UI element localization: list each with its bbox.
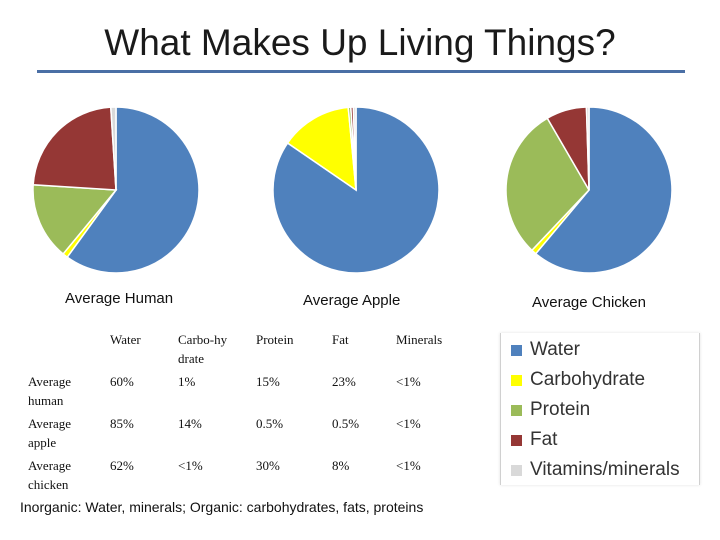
legend-swatch [511, 464, 522, 476]
legend-label: Carbohydrate [530, 369, 646, 390]
table-row: Average chicken 62% <1% 30% 8% <1% [22, 454, 498, 496]
table-cell: 8% [332, 458, 350, 473]
table-cell: 0.5% [256, 416, 284, 431]
chart-legend: Water Carbohydrate Protein Fat Vitamins/… [500, 333, 700, 485]
legend-swatch [511, 434, 522, 446]
pie-chart-human [32, 106, 200, 274]
table-cell: <1% [178, 458, 203, 473]
table-cell: 30% [256, 458, 280, 473]
slide-title: What Makes Up Living Things? [104, 22, 616, 63]
title-underline [37, 70, 685, 73]
table-cell: 85% [110, 416, 134, 431]
pie-slice-water [66, 106, 200, 274]
pie-title-apple: Average Apple [303, 292, 401, 309]
pie-slice-minerals [109, 106, 117, 191]
table-cell: 1% [178, 374, 196, 389]
table-cell: <1% [396, 374, 421, 389]
pie-title-chicken: Average Chicken [532, 294, 646, 311]
pie-slice-minerals [585, 106, 590, 191]
table-header-cell [22, 328, 104, 370]
legend-label: Fat [530, 429, 558, 450]
table-cell: 23% [332, 374, 356, 389]
legend-swatch [511, 404, 522, 416]
pie-slice-fat [32, 106, 117, 191]
pie-chart-apple [272, 106, 440, 274]
legend-label: Water [530, 339, 580, 360]
table-row-label: Average human [28, 374, 72, 408]
table-header-cell: Protein [256, 332, 294, 347]
footnote: Inorganic: Water, minerals; Organic: car… [20, 499, 424, 515]
pie-slice-minerals [352, 106, 357, 191]
table-header-cell: Minerals [396, 332, 443, 347]
table-row: Average apple 85% 14% 0.5% 0.5% <1% [22, 412, 498, 454]
pie-slice-water [534, 106, 673, 274]
table-header-carbohydrate: Carbo-hydrate [178, 332, 228, 366]
legend-item-water: Water [511, 335, 580, 365]
legend-item-carbohydrate: Carbohydrate [511, 365, 645, 395]
table-row-label: Average chicken [28, 458, 72, 492]
pie-slice-protein [505, 117, 590, 252]
legend-item-protein: Protein [511, 395, 590, 425]
table-row-label: Average apple [28, 416, 72, 450]
table-cell: <1% [396, 458, 421, 473]
legend-item-minerals: Vitamins/minerals [511, 455, 680, 485]
legend-label: Vitamins/minerals [530, 459, 680, 480]
table-header-cell: Fat [332, 332, 349, 347]
legend-swatch [511, 344, 522, 356]
legend-swatch [511, 374, 522, 386]
table-cell: 60% [110, 374, 134, 389]
table-row: Average human 60% 1% 15% 23% <1% [22, 370, 498, 412]
table-cell: 0.5% [332, 416, 360, 431]
table-cell: 62% [110, 458, 134, 473]
legend-label: Protein [530, 399, 591, 420]
composition-table: Water Carbo-hydrate Protein Fat Minerals… [22, 328, 498, 496]
table-cell: 14% [178, 416, 202, 431]
pie-chart-chicken [505, 106, 673, 274]
table-header-cell: Water [110, 332, 141, 347]
pie-slice-protein [32, 183, 118, 256]
pie-title-human: Average Human [65, 290, 174, 307]
legend-item-fat: Fat [511, 425, 557, 455]
table-header-cell: Carbo-hydrate [172, 328, 250, 370]
table-cell: <1% [396, 416, 421, 431]
table-header-row: Water Carbo-hydrate Protein Fat Minerals [22, 328, 498, 370]
table-cell: 15% [256, 374, 280, 389]
pie-slice-carbohydrate [286, 106, 357, 192]
